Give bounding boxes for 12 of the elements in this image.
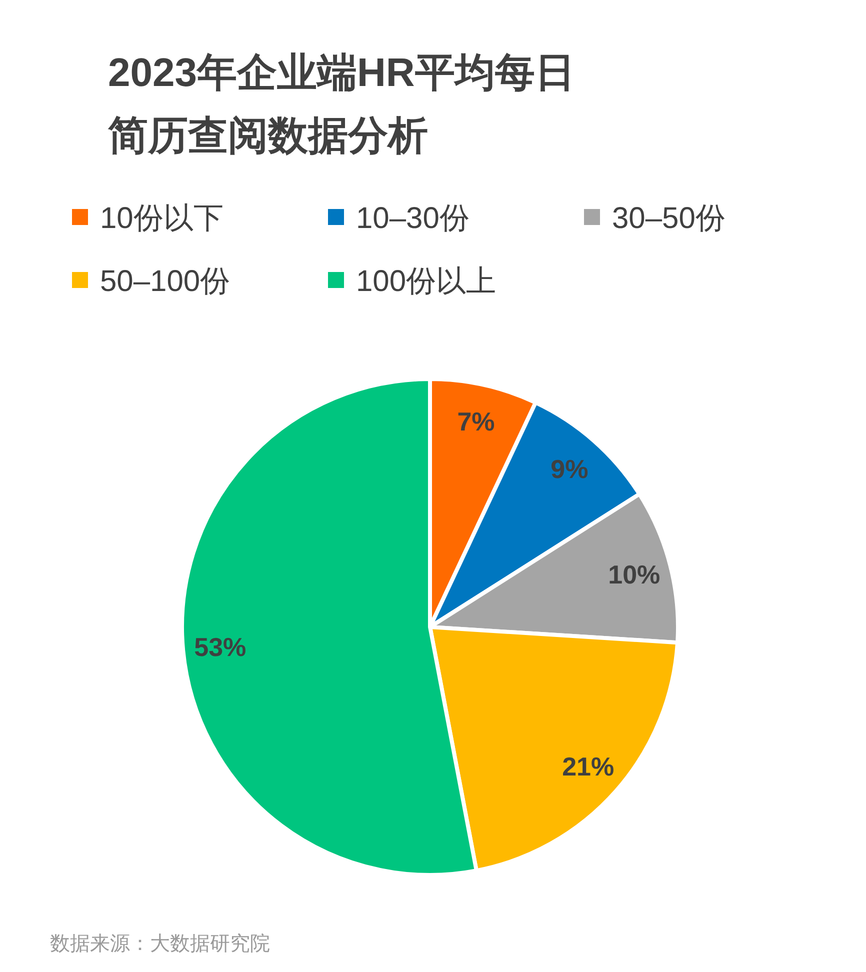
data-label: 10%: [608, 560, 660, 590]
data-label: 9%: [550, 454, 588, 484]
data-label: 53%: [194, 632, 246, 662]
legend-label: 10–30份: [356, 202, 470, 235]
source-note: 数据来源：大数据研究院: [50, 933, 270, 955]
legend-label: 50–100份: [100, 265, 230, 298]
data-label: 21%: [562, 751, 614, 782]
legend-label: 100份以上: [356, 265, 496, 298]
chart-title: 2023年企业端HR平均每日简历查阅数据分析: [107, 51, 575, 158]
legend-label: 10份以下: [100, 202, 224, 235]
legend-label: 30–50份: [612, 202, 726, 235]
data-label: 7%: [457, 406, 495, 436]
